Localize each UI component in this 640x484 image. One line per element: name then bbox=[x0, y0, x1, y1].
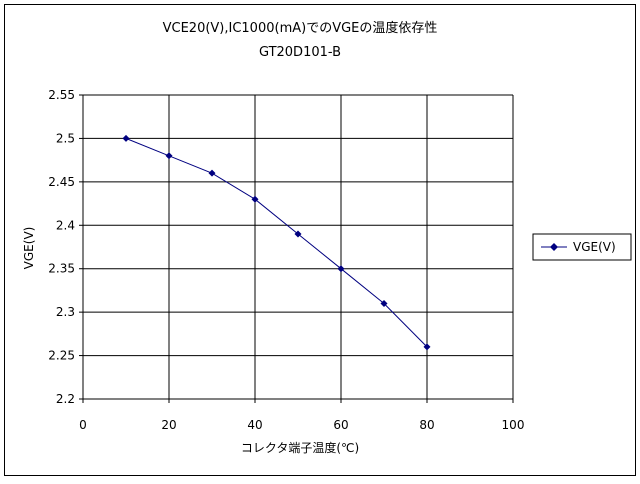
y-tick-label: 2.55 bbox=[48, 88, 75, 102]
legend-label: VGE(V) bbox=[573, 240, 616, 254]
data-point bbox=[423, 343, 431, 351]
plot-area: 2.2 2.25 2.3 2.35 2.4 2.45 2.5 2.55 0 20 40 60 80 100 bbox=[48, 88, 524, 432]
x-tick-label: 40 bbox=[247, 418, 262, 432]
y-tick-label: 2.25 bbox=[48, 349, 75, 363]
y-tick-label: 2.35 bbox=[48, 262, 75, 276]
y-tick-label: 2.2 bbox=[56, 392, 75, 406]
data-point bbox=[165, 152, 173, 160]
data-point bbox=[380, 299, 388, 307]
legend-diamond-icon bbox=[550, 243, 558, 251]
data-point bbox=[294, 230, 302, 238]
data-point bbox=[208, 169, 216, 177]
data-point bbox=[122, 134, 130, 142]
y-axis-label: VGE(V) bbox=[22, 227, 36, 270]
chart-title: VCE20(V),IC1000(mA)でのVGEの温度依存性 bbox=[163, 20, 438, 36]
legend: VGE(V) bbox=[532, 233, 632, 261]
chart-subtitle: GT20D101-B bbox=[259, 45, 341, 60]
y-tick-label: 2.4 bbox=[56, 218, 75, 232]
plot-background bbox=[83, 95, 513, 399]
x-tick-label: 80 bbox=[419, 418, 434, 432]
series-line bbox=[125, 137, 428, 348]
x-tick-label: 0 bbox=[79, 418, 87, 432]
y-tick-label: 2.45 bbox=[48, 175, 75, 189]
x-tick-label: 20 bbox=[161, 418, 176, 432]
x-tick-label: 100 bbox=[502, 418, 525, 432]
data-point bbox=[337, 265, 345, 273]
data-point bbox=[251, 195, 259, 203]
y-tick-label: 2.3 bbox=[56, 305, 75, 319]
y-tick-label: 2.5 bbox=[56, 131, 75, 145]
x-axis-label: コレクタ端子温度(℃) bbox=[241, 440, 359, 455]
x-tick-label: 60 bbox=[333, 418, 348, 432]
